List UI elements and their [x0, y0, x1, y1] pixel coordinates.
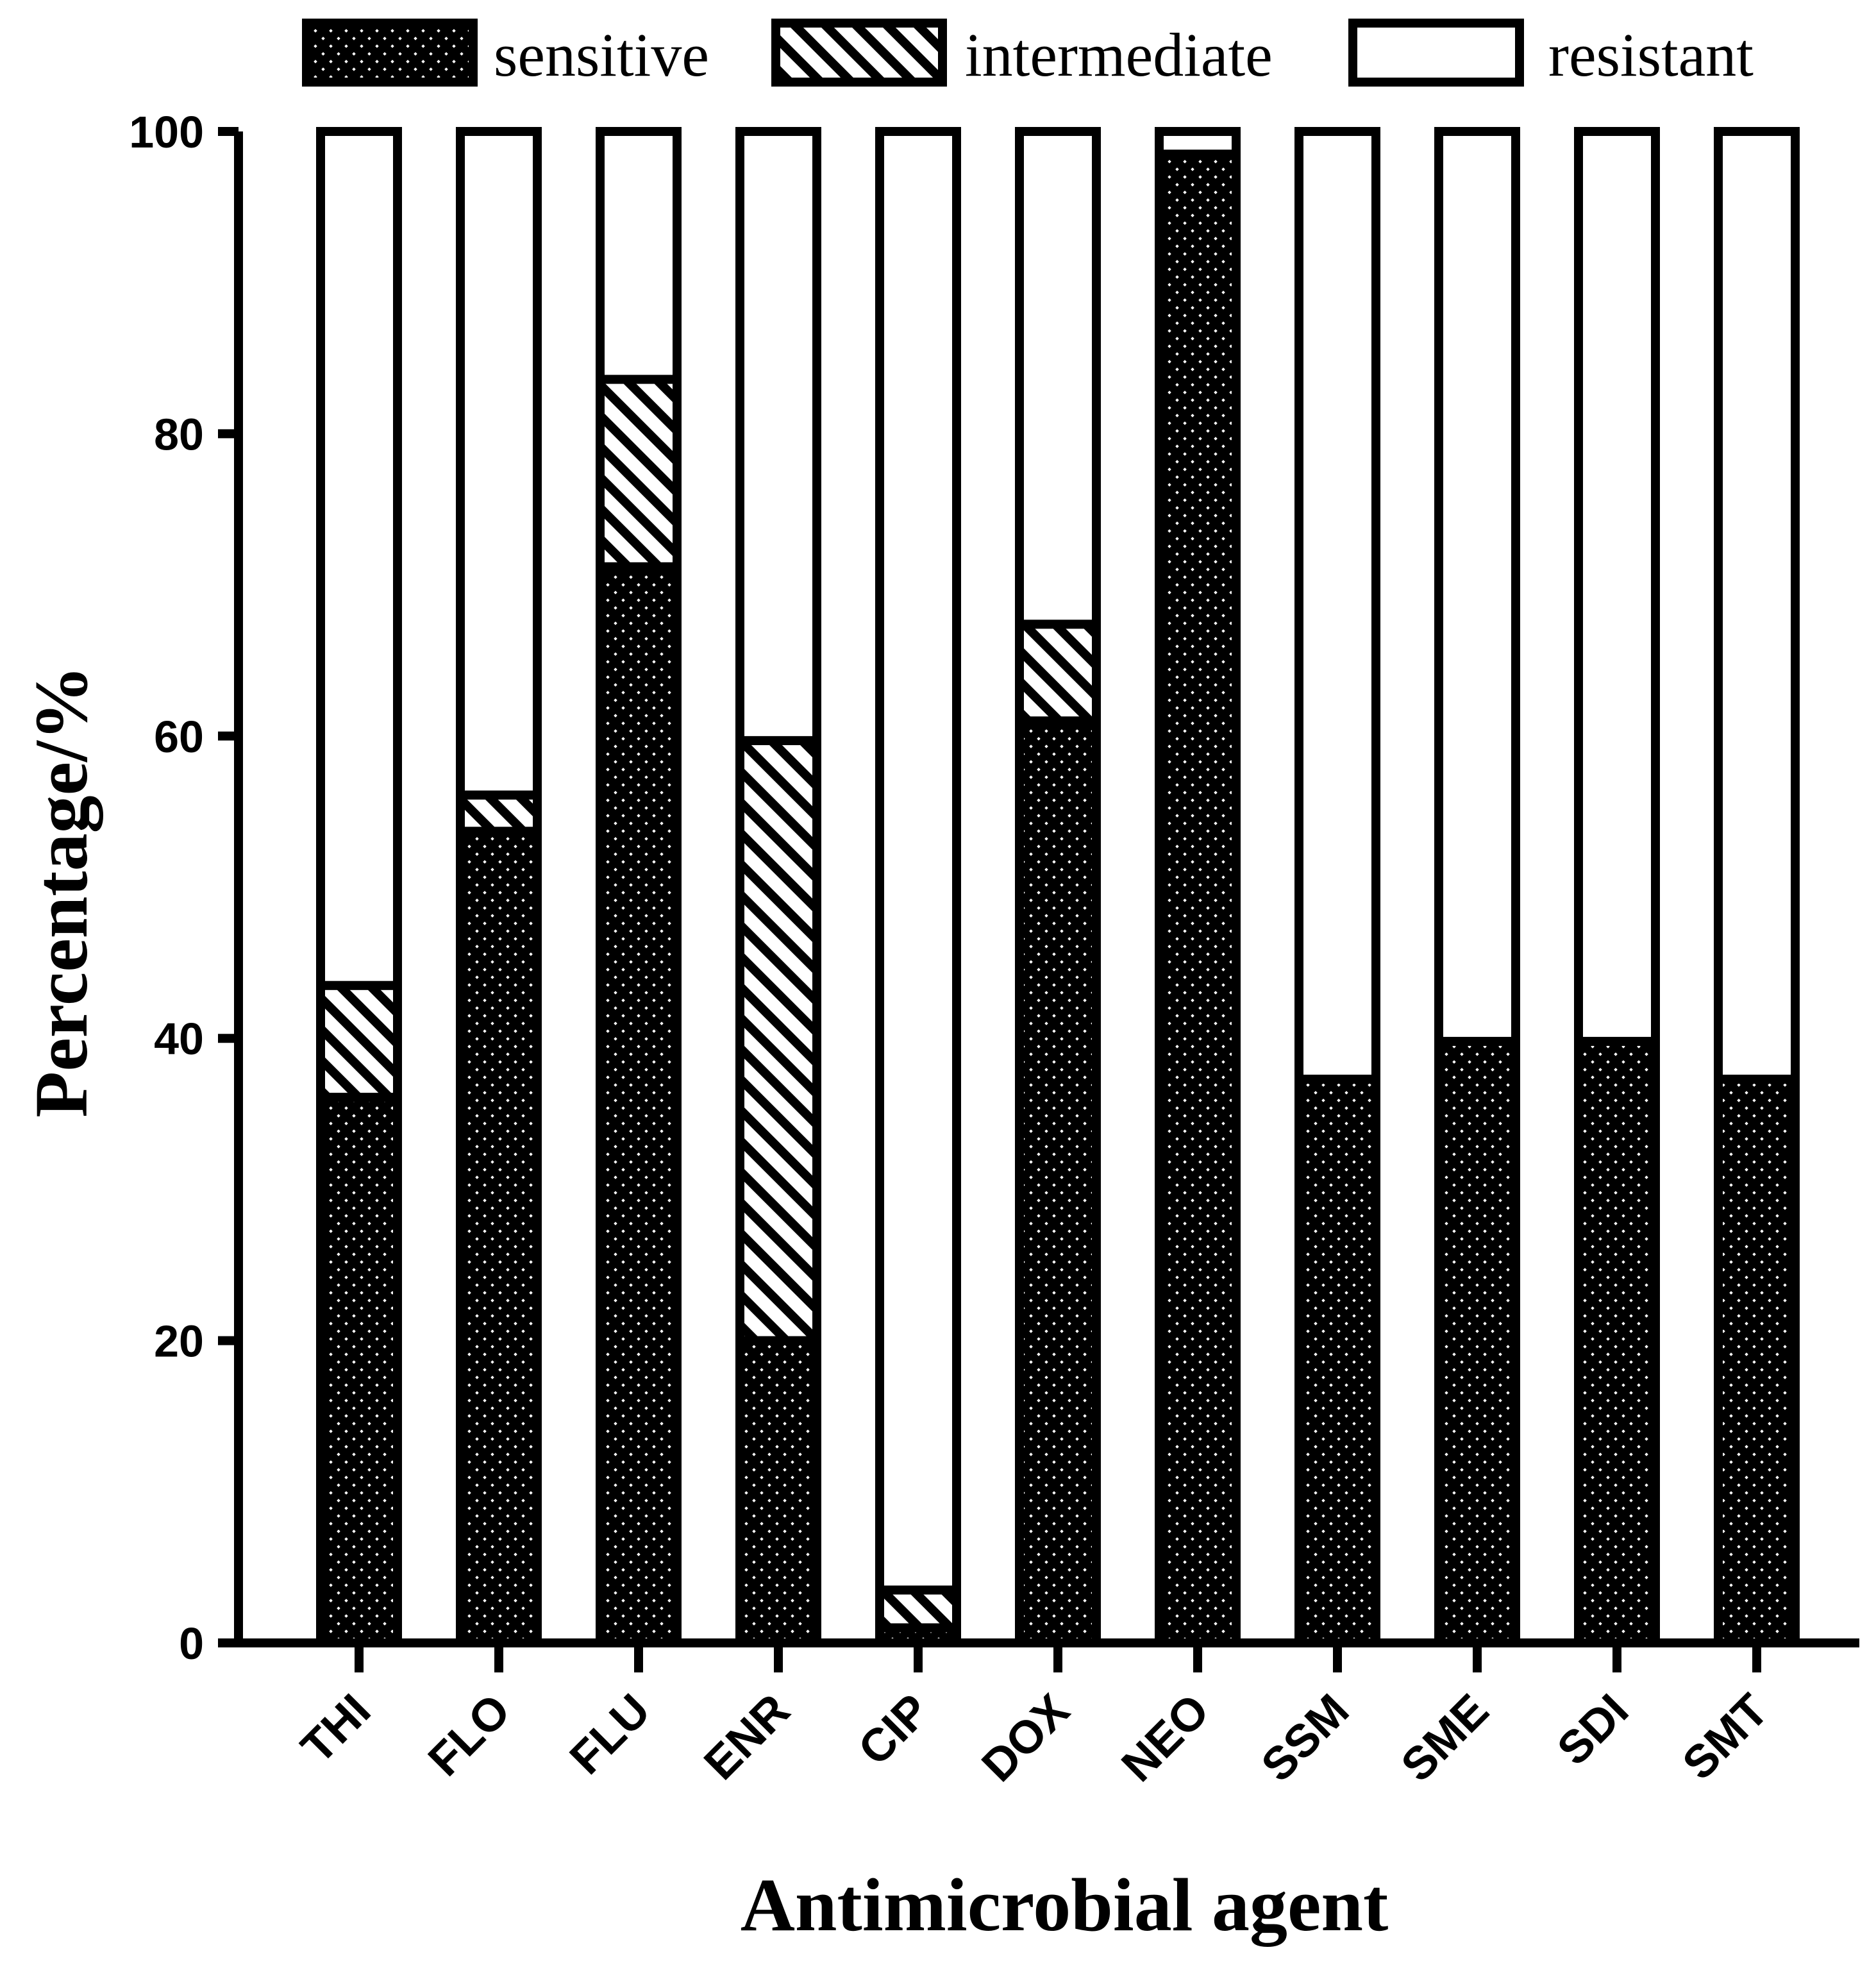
bar-dox-intermediate [1015, 619, 1101, 726]
x-tick-label-neo: NEO [1112, 1685, 1219, 1792]
bar-flo-resistant [456, 127, 542, 800]
y-axis-title: Percentage/% [19, 665, 103, 1118]
legend-label-intermediate: intermediate [965, 21, 1273, 89]
legend-swatch-resistant [1348, 19, 1524, 87]
x-tick-label-sdi: SDI [1548, 1685, 1638, 1775]
y-ticks: 0 20 40 60 80 100 [129, 107, 239, 1669]
bar-flo-sensitive [456, 827, 542, 1647]
x-tick-label-smt: SMT [1673, 1685, 1778, 1790]
x-tick-label-ssm: SSM [1252, 1685, 1359, 1792]
bar-cip-resistant [875, 127, 961, 1595]
bar-ssm-resistant [1294, 127, 1380, 1084]
x-tick-label-sme: SME [1391, 1685, 1498, 1792]
bar-sdi-resistant [1574, 127, 1660, 1046]
bar-smt-sensitive [1714, 1074, 1800, 1647]
bar-sme-sensitive [1434, 1036, 1520, 1647]
x-tick-label-cip: CIP [849, 1685, 939, 1775]
bar-smt-resistant [1714, 127, 1800, 1084]
bar-sme-resistant [1434, 127, 1520, 1046]
bar-enr-resistant [735, 127, 821, 745]
bar-flu-sensitive [596, 562, 682, 1647]
bar-neo-resistant [1155, 127, 1241, 159]
bar-neo-sensitive [1155, 149, 1241, 1648]
y-tick-label: 80 [154, 409, 204, 459]
bar-thi-intermediate [316, 981, 402, 1102]
legend-label-resistant: resistant [1548, 21, 1754, 89]
y-tick-label: 0 [179, 1619, 204, 1669]
legend-swatch-sensitive [302, 19, 478, 87]
bar-sdi-sensitive [1574, 1036, 1660, 1647]
bar-flu-intermediate [596, 375, 682, 571]
x-tick-label-flu: FLU [560, 1685, 660, 1785]
bar-flo-intermediate [456, 790, 542, 836]
x-tick-label-flo: FLO [419, 1685, 520, 1786]
legend-label-sensitive: sensitive [494, 21, 709, 89]
bar-ssm-sensitive [1294, 1074, 1380, 1647]
x-tick-label-dox: DOX [972, 1685, 1079, 1792]
y-tick-label: 20 [154, 1317, 204, 1367]
bar-dox-resistant [1015, 127, 1101, 629]
y-tick-label: 100 [129, 107, 204, 157]
legend-swatch-intermediate [771, 19, 947, 87]
x-axis-title: Antimicrobial agent [741, 1863, 1389, 1947]
bar-flu-resistant [596, 127, 682, 384]
bar-enr-sensitive [735, 1336, 821, 1648]
x-ticks: THI FLO FLU ENR CIP DOX NEO SSM SME SDI SMT [292, 1643, 1778, 1792]
y-tick-label: 60 [154, 712, 204, 762]
bar-thi-resistant [316, 127, 402, 990]
bar-thi-sensitive [316, 1093, 402, 1648]
y-tick-label: 40 [154, 1014, 204, 1064]
bar-dox-sensitive [1015, 716, 1101, 1647]
bar-enr-intermediate [735, 736, 821, 1345]
x-tick-label-thi: THI [292, 1685, 381, 1774]
bars [316, 127, 1800, 1648]
bar-cip-intermediate [875, 1585, 961, 1633]
x-tick-label-enr: ENR [694, 1685, 800, 1790]
legend: sensitive intermediate resistant [302, 19, 1754, 89]
